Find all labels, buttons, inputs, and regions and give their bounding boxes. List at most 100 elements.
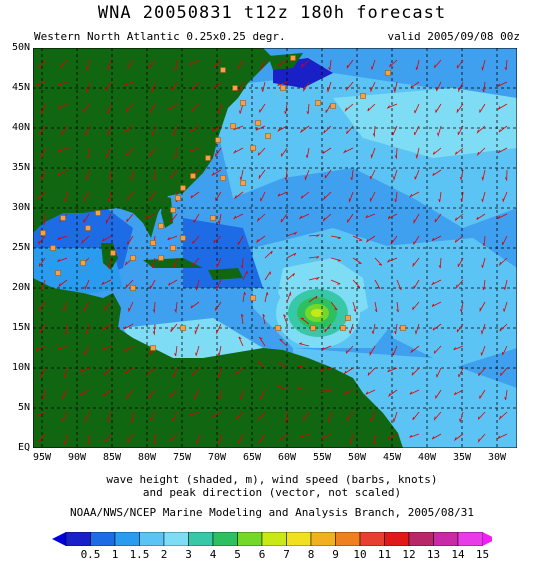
direction-vector: [168, 279, 178, 286]
direction-vector: [374, 257, 383, 266]
direction-vector: [239, 389, 244, 400]
direction-vector: [476, 147, 486, 157]
direction-vector: [389, 59, 398, 67]
direction-vector: [393, 81, 398, 94]
buoy-station-marker: [55, 270, 61, 276]
direction-vector: [83, 301, 90, 313]
colorbar-label: 7: [283, 548, 290, 561]
direction-vector: [85, 81, 90, 94]
direction-vector: [415, 59, 420, 70]
direction-vector: [300, 191, 310, 199]
direction-vector: [125, 279, 134, 289]
buoy-station-marker: [40, 230, 46, 236]
direction-vector: [431, 235, 442, 241]
direction-vector: [170, 213, 178, 223]
gulf-calm-zone: [33, 248, 123, 298]
direction-vector: [432, 147, 442, 155]
direction-vector: [126, 191, 134, 201]
valid-time-label: valid 2005/09/08 00z: [387, 30, 520, 43]
colorbar-swatch: [261, 532, 287, 546]
direction-vector: [86, 433, 90, 446]
direction-vector: [239, 169, 244, 180]
direction-vector: [40, 367, 46, 379]
direction-vector: [481, 323, 486, 336]
colorbar-swatch: [335, 532, 361, 546]
colorbar-swatch: [188, 532, 214, 546]
lat-label: 20N: [11, 282, 30, 293]
direction-vector: [213, 235, 222, 244]
lat-label: 15N: [11, 322, 30, 333]
direction-vector: [123, 323, 134, 330]
lat-label: EQ: [17, 442, 30, 453]
direction-vector: [456, 323, 464, 333]
direction-vector: [126, 213, 134, 223]
direction-vector: [217, 103, 222, 114]
direction-vector: [238, 336, 244, 347]
direction-vector: [415, 323, 420, 336]
direction-vector: [348, 191, 354, 203]
colorbar-label: 4: [209, 548, 217, 561]
lon-label: 75W: [172, 452, 192, 463]
direction-vector: [324, 323, 332, 333]
direction-vector: [172, 367, 178, 378]
direction-vector: [41, 389, 46, 400]
direction-vector: [370, 169, 376, 180]
direction-vector: [124, 367, 134, 374]
direction-vector: [60, 59, 68, 68]
colorbar-label: 9: [332, 548, 339, 561]
direction-vector: [216, 279, 222, 291]
direction-vector: [123, 345, 134, 353]
direction-vector: [415, 147, 420, 160]
direction-vector: [277, 125, 288, 133]
direction-vector: [504, 169, 508, 182]
direction-vector: [308, 276, 321, 281]
direction-vector: [241, 313, 244, 325]
lat-label: 50N: [11, 42, 30, 53]
direction-vector: [502, 235, 508, 246]
direction-vector: [39, 257, 46, 267]
buoy-station-marker: [385, 70, 391, 76]
direction-vector: [369, 345, 376, 357]
direction-vector: [330, 257, 341, 262]
direction-vector: [457, 257, 464, 267]
buoy-station-marker: [180, 235, 186, 241]
direction-vector: [413, 279, 420, 289]
colorbar-low-arrow: [52, 532, 66, 546]
direction-vector: [330, 279, 341, 285]
direction-vector: [86, 147, 90, 159]
direction-vector: [322, 213, 332, 223]
direction-vector: [277, 191, 288, 197]
direction-vector: [35, 411, 46, 417]
direction-vector: [237, 59, 244, 69]
buoy-station-marker: [170, 245, 176, 251]
direction-vector: [152, 323, 156, 336]
buoy-station-marker: [220, 175, 226, 181]
lat-label: 45N: [11, 82, 30, 93]
direction-vector: [80, 389, 90, 396]
direction-vector: [63, 367, 68, 378]
direction-vector: [300, 125, 310, 134]
direction-vector: [387, 433, 398, 441]
direction-vector: [81, 235, 90, 245]
lat-label: 10N: [11, 362, 30, 373]
direction-vector: [100, 279, 112, 286]
colorbar-label: 12: [402, 548, 416, 561]
direction-vector: [239, 103, 244, 114]
direction-vector: [83, 345, 90, 355]
lat-label: 35N: [11, 162, 30, 173]
direction-vector: [481, 191, 486, 202]
direction-vector: [430, 279, 442, 286]
direction-vector: [370, 81, 376, 93]
direction-vector: [103, 367, 112, 376]
direction-vector: [343, 389, 354, 395]
direction-vector: [365, 389, 376, 395]
direction-vector: [279, 338, 288, 347]
direction-vector: [497, 147, 508, 154]
colorbar-swatch: [163, 532, 189, 546]
direction-vector: [213, 59, 222, 68]
direction-vector: [196, 433, 200, 445]
direction-vector: [125, 103, 134, 113]
direction-vector: [260, 191, 266, 202]
buoy-station-marker: [400, 325, 406, 331]
direction-vector: [308, 256, 320, 259]
